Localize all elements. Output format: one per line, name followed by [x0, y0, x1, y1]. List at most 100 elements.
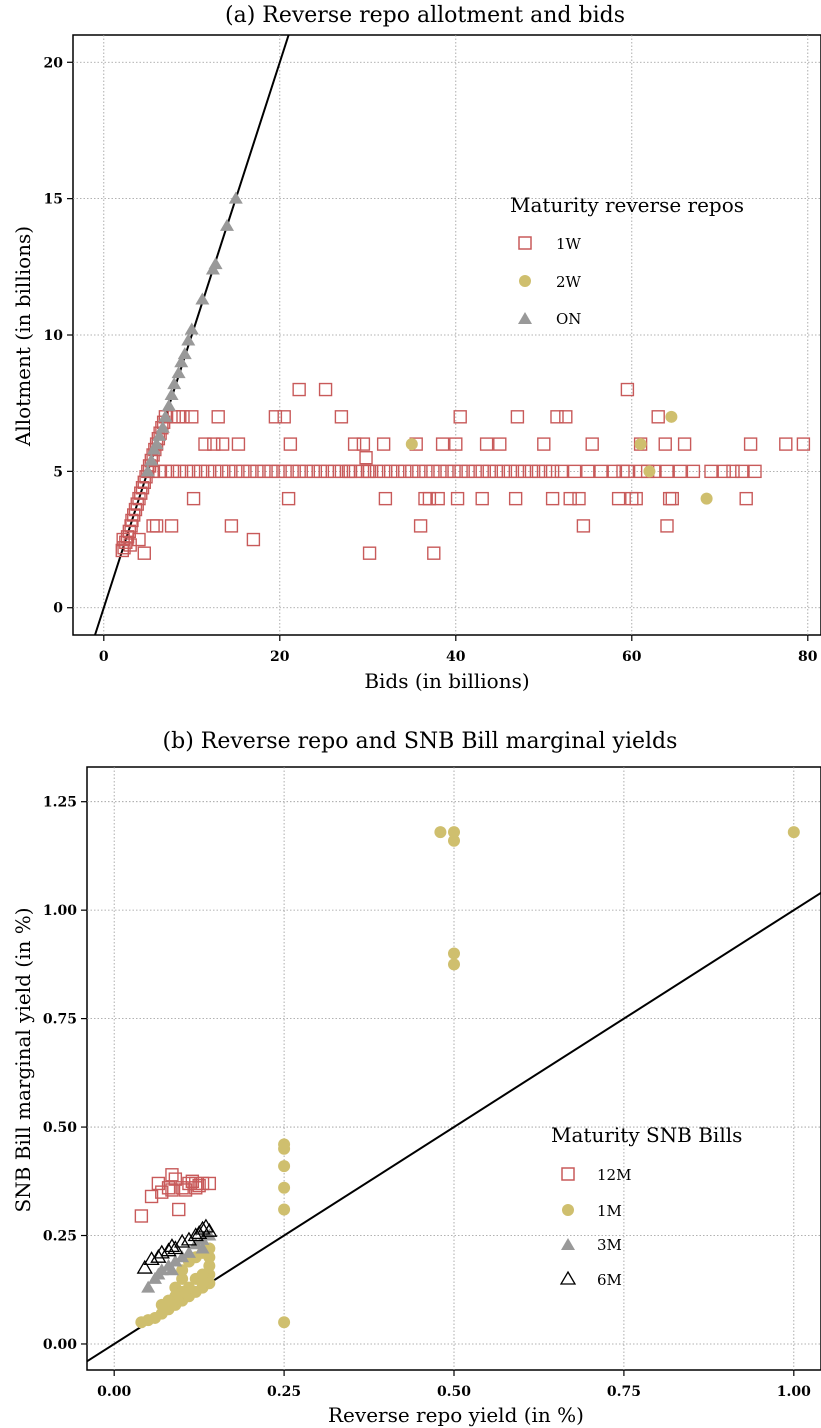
- panel-a-title: (a) Reverse repo allotment and bids: [225, 3, 625, 28]
- point-1w: [198, 437, 212, 451]
- legend-label-1w: 1W: [556, 235, 582, 253]
- point-1w: [320, 464, 335, 479]
- point-12m: [195, 1176, 210, 1191]
- panel-a-xtick-label: 80: [798, 649, 818, 665]
- point-1w: [686, 464, 701, 479]
- legend-marker-1w: [518, 236, 532, 250]
- point-1m: [278, 1160, 291, 1173]
- point-1m: [176, 1264, 189, 1277]
- point-1m: [434, 826, 447, 839]
- point-1w: [250, 464, 264, 479]
- panel-b-legend-title: Maturity SNB Bills: [551, 1123, 742, 1147]
- point-on: [205, 262, 220, 275]
- point-1w: [493, 437, 507, 451]
- point-on: [158, 409, 173, 422]
- legend-label-6m: 6M: [597, 1271, 622, 1289]
- point-1w: [510, 464, 525, 479]
- point-1w: [662, 491, 677, 506]
- panel-b-ytick-label: 0.00: [43, 1337, 77, 1353]
- legend-marker-6m: [559, 1270, 577, 1285]
- legend-marker-2w: [519, 275, 531, 287]
- point-12m: [165, 1168, 179, 1182]
- point-1w: [277, 410, 291, 424]
- point-1w: [563, 491, 577, 506]
- point-1w: [376, 464, 391, 479]
- point-6m: [201, 1222, 218, 1237]
- point-on: [167, 377, 182, 390]
- panel-a-legend-title: Maturity reverse repos: [510, 193, 744, 217]
- point-1w: [554, 464, 569, 479]
- point-1w: [236, 464, 250, 479]
- point-12m: [144, 1189, 159, 1204]
- point-1w: [398, 464, 412, 479]
- point-1w: [550, 410, 564, 424]
- panel-b: (b) Reverse repo and SNB Bill marginal y…: [11, 729, 821, 1427]
- point-1w: [735, 464, 749, 479]
- point-1w: [524, 464, 539, 479]
- point-1w: [559, 410, 573, 424]
- point-on: [181, 333, 196, 346]
- point-12m: [155, 1185, 169, 1199]
- point-1w: [418, 491, 432, 506]
- point-1w: [405, 464, 419, 479]
- point-1w: [572, 491, 586, 506]
- point-1w: [306, 464, 320, 479]
- point-1m: [203, 1259, 216, 1272]
- point-3m: [175, 1250, 190, 1263]
- point-1w: [796, 437, 811, 451]
- point-12m: [134, 1209, 149, 1223]
- point-1w: [433, 464, 447, 479]
- point-1w: [369, 464, 384, 479]
- point-12m: [151, 1176, 166, 1191]
- point-on: [177, 347, 192, 360]
- point-12m: [172, 1202, 186, 1217]
- point-1w: [278, 464, 292, 479]
- point-on: [144, 453, 159, 466]
- point-6m: [136, 1259, 153, 1274]
- point-1w: [537, 437, 551, 451]
- point-1w: [362, 546, 377, 560]
- point-12m: [165, 1183, 179, 1197]
- point-1w: [704, 464, 718, 479]
- point-1w: [359, 451, 373, 465]
- point-on: [184, 322, 199, 335]
- point-1w: [355, 464, 370, 479]
- panel-a-ytick-label: 20: [44, 55, 64, 71]
- point-on: [174, 355, 189, 368]
- legend-label-1m: 1M: [597, 1202, 622, 1220]
- point-1w: [611, 491, 626, 506]
- point-1m: [278, 1142, 291, 1155]
- point-1w: [215, 464, 229, 479]
- point-1w: [447, 464, 461, 479]
- point-1w: [419, 464, 433, 479]
- panel-b-ytick-label: 1.00: [43, 903, 77, 919]
- point-1w: [176, 410, 190, 424]
- point-1w: [200, 464, 215, 479]
- panel-b-xtick-label: 1.00: [777, 1384, 811, 1400]
- point-1w: [361, 464, 375, 479]
- legend-label-on: ON: [556, 310, 581, 328]
- point-1w: [257, 464, 271, 479]
- point-1w: [356, 437, 371, 451]
- point-1w: [489, 464, 503, 479]
- point-1m: [278, 1203, 291, 1216]
- point-1w: [283, 437, 298, 451]
- point-1w: [475, 464, 489, 479]
- point-1w: [440, 464, 454, 479]
- point-1w: [211, 410, 225, 424]
- point-1w: [292, 464, 306, 479]
- point-1w: [292, 382, 306, 397]
- point-1w: [271, 464, 285, 479]
- point-1w: [616, 464, 630, 479]
- point-1w: [431, 491, 445, 506]
- point-1w: [327, 464, 342, 479]
- point-12m: [192, 1178, 206, 1193]
- panel-a-grid: [73, 35, 821, 635]
- point-1w: [243, 464, 257, 479]
- point-3m: [181, 1245, 196, 1258]
- point-1w: [468, 464, 482, 479]
- panel-b-points: [134, 826, 800, 1329]
- point-1w: [779, 437, 793, 451]
- point-1w: [567, 464, 582, 479]
